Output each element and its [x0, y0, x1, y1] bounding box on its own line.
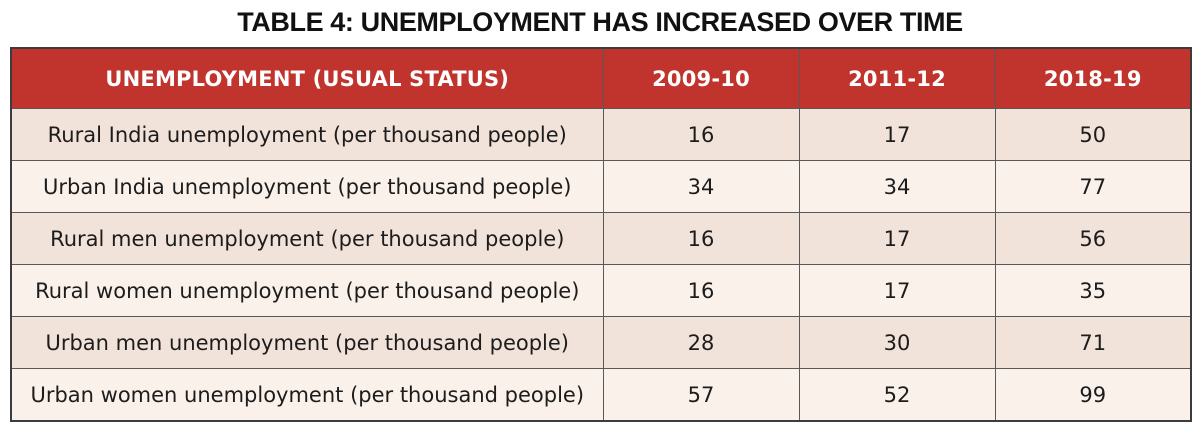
table-row: Rural India unemployment (per thousand p…: [10, 108, 1192, 161]
header-cell-2011-12: 2011-12: [798, 47, 996, 109]
row-value: 77: [994, 160, 1192, 213]
table-row: Rural women unemployment (per thousand p…: [10, 264, 1192, 317]
row-value: 16: [602, 264, 800, 317]
header-cell-2009-10: 2009-10: [602, 47, 800, 109]
row-value: 57: [602, 368, 800, 422]
row-value: 16: [602, 108, 800, 161]
row-value: 71: [994, 316, 1192, 369]
table-row: Urban India unemployment (per thousand p…: [10, 160, 1192, 213]
header-cell-2018-19: 2018-19: [994, 47, 1192, 109]
row-value: 50: [994, 108, 1192, 161]
table-row: Urban women unemployment (per thousand p…: [10, 368, 1192, 422]
row-label: Rural India unemployment (per thousand p…: [10, 108, 604, 161]
row-value: 34: [602, 160, 800, 213]
row-value: 16: [602, 212, 800, 265]
row-value: 35: [994, 264, 1192, 317]
row-value: 28: [602, 316, 800, 369]
row-label: Rural women unemployment (per thousand p…: [10, 264, 604, 317]
row-label: Urban India unemployment (per thousand p…: [10, 160, 604, 213]
header-row: UNEMPLOYMENT (USUAL STATUS) 2009-10 2011…: [10, 47, 1192, 109]
row-value: 52: [798, 368, 996, 422]
row-value: 30: [798, 316, 996, 369]
row-value: 34: [798, 160, 996, 213]
row-label: Rural men unemployment (per thousand peo…: [10, 212, 604, 265]
row-label: Urban women unemployment (per thousand p…: [10, 368, 604, 422]
row-value: 17: [798, 212, 996, 265]
table-row: Rural men unemployment (per thousand peo…: [10, 212, 1192, 265]
table-row: Urban men unemployment (per thousand peo…: [10, 316, 1192, 369]
unemployment-table: UNEMPLOYMENT (USUAL STATUS) 2009-10 2011…: [10, 47, 1192, 422]
row-value: 56: [994, 212, 1192, 265]
row-value: 17: [798, 108, 996, 161]
row-label: Urban men unemployment (per thousand peo…: [10, 316, 604, 369]
row-value: 99: [994, 368, 1192, 422]
row-value: 17: [798, 264, 996, 317]
table-title: TABLE 4: UNEMPLOYMENT HAS INCREASED OVER…: [237, 7, 963, 37]
header-cell-category: UNEMPLOYMENT (USUAL STATUS): [10, 47, 604, 109]
